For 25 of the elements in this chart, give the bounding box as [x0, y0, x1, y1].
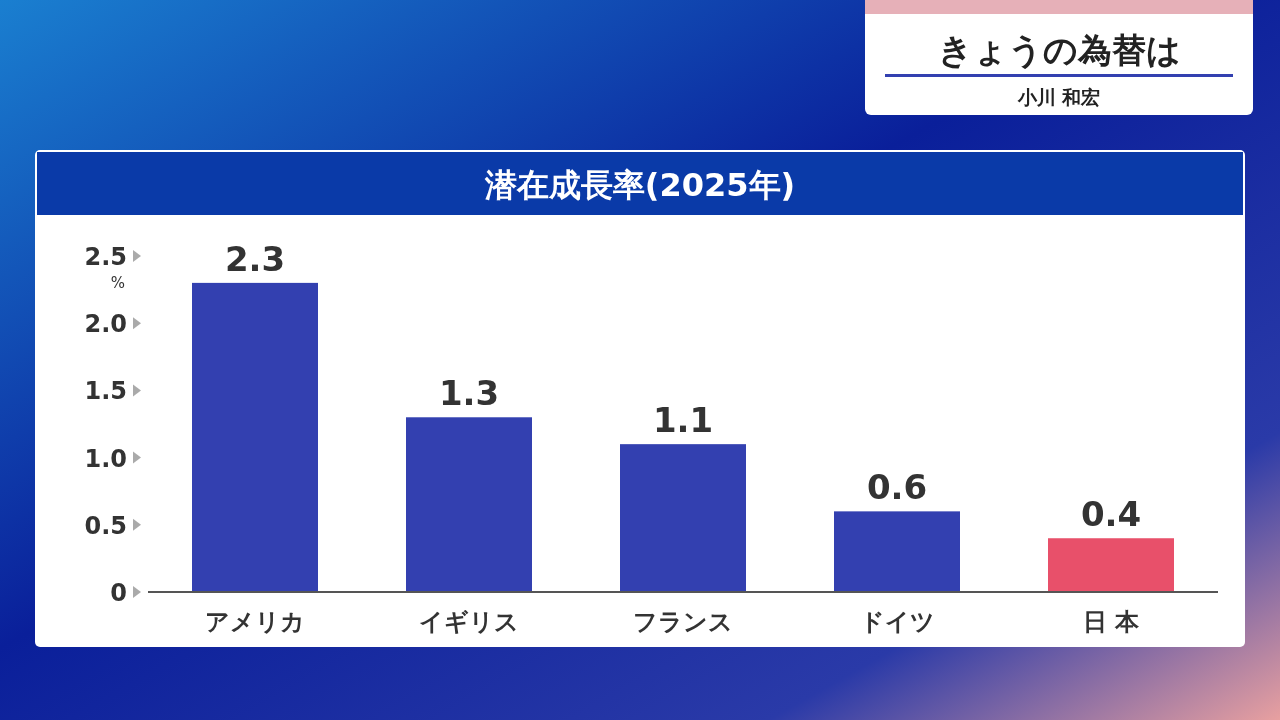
data-label: 2.3: [224, 238, 286, 279]
x-tick-label: ドイツ: [859, 608, 935, 636]
bar: [834, 511, 960, 592]
text: 小川 和宏: [1016, 86, 1101, 108]
data-label: 0.6: [866, 467, 928, 508]
x-tick-label: フランス: [633, 608, 733, 636]
y-tick-label: 0: [110, 579, 127, 607]
x-tick-label: アメリカ: [205, 608, 305, 636]
chart-title: 潜在成長率(2025年): [483, 166, 796, 204]
data-label: 1.3: [438, 373, 500, 414]
data-label: 1.1: [652, 400, 714, 441]
text: きょうの為替は: [937, 30, 1181, 70]
bar: [406, 417, 532, 592]
y-tick-label: 2.5: [84, 243, 127, 271]
data-label: 0.4: [1080, 494, 1142, 535]
bar: [620, 444, 746, 592]
y-tick-label: 1.5: [84, 377, 127, 406]
y-axis-title: %: [110, 274, 126, 292]
bar: [1048, 538, 1174, 592]
x-tick-label: イギリス: [419, 608, 519, 636]
bar: [192, 282, 318, 592]
y-tick-label: 2.0: [84, 310, 127, 339]
y-tick-label: 1.0: [84, 444, 127, 473]
y-tick-label: 0.5: [84, 511, 127, 540]
x-tick-label: 日 本: [1082, 608, 1141, 636]
